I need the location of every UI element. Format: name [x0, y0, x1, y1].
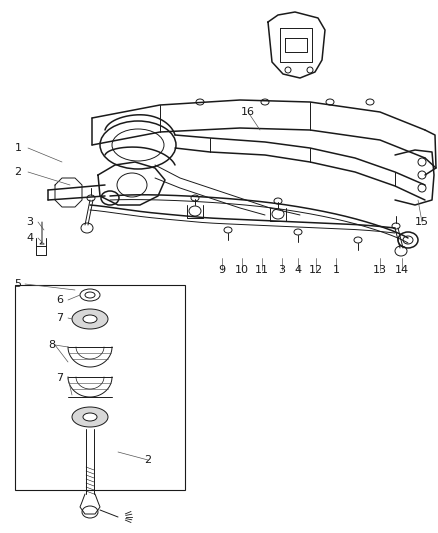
Text: 5: 5: [14, 279, 21, 289]
Text: 6: 6: [57, 295, 64, 305]
Text: 15: 15: [415, 217, 429, 227]
Text: 2: 2: [145, 455, 152, 465]
Ellipse shape: [72, 407, 108, 427]
Text: 11: 11: [255, 265, 269, 275]
Text: 3: 3: [279, 265, 286, 275]
Text: 7: 7: [57, 313, 64, 323]
Bar: [15, 285, 185, 490]
Text: 3: 3: [27, 217, 33, 227]
Text: 9: 9: [219, 265, 226, 275]
Text: 1: 1: [14, 143, 21, 153]
Text: 7: 7: [57, 373, 64, 383]
Text: 14: 14: [395, 265, 409, 275]
Ellipse shape: [83, 315, 97, 323]
Text: 4: 4: [294, 265, 301, 275]
Text: 10: 10: [235, 265, 249, 275]
Text: 13: 13: [373, 265, 387, 275]
Ellipse shape: [83, 413, 97, 421]
Text: 16: 16: [241, 107, 255, 117]
Text: 8: 8: [49, 340, 56, 350]
Ellipse shape: [72, 309, 108, 329]
Text: 4: 4: [26, 233, 34, 243]
Text: 2: 2: [14, 167, 21, 177]
Text: 12: 12: [309, 265, 323, 275]
Text: 1: 1: [332, 265, 339, 275]
